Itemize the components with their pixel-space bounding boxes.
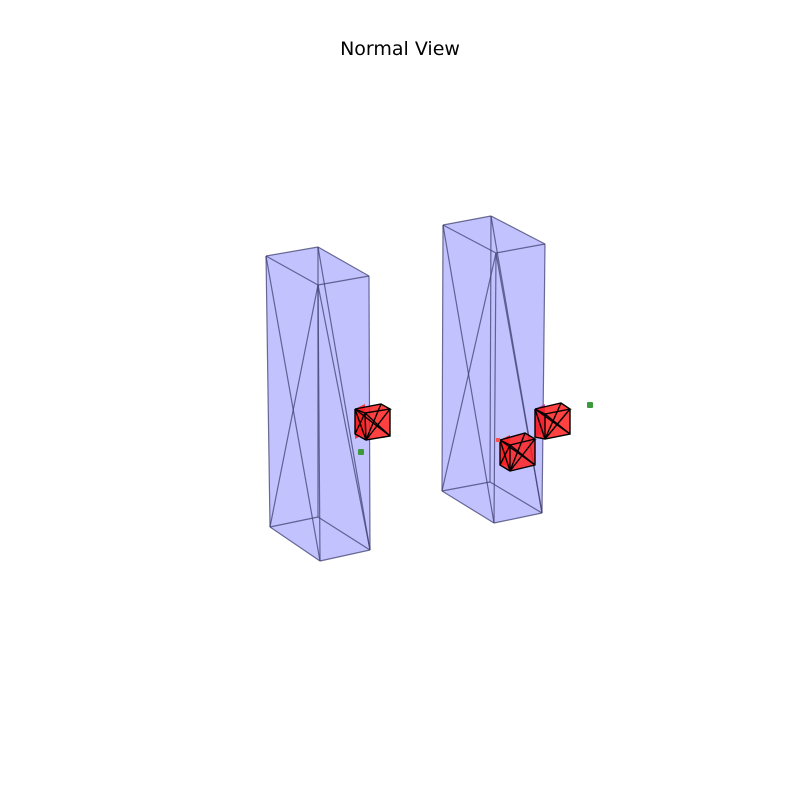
right-tall-box xyxy=(441,215,546,524)
right-upper-red-cube xyxy=(534,402,572,440)
left-green-marker xyxy=(358,449,364,455)
left-tall-box xyxy=(265,246,371,562)
view-title: Normal View xyxy=(340,38,460,60)
left-red-cube xyxy=(354,403,393,441)
right-green-marker xyxy=(587,402,593,408)
right-lower-red-cube xyxy=(496,432,537,472)
